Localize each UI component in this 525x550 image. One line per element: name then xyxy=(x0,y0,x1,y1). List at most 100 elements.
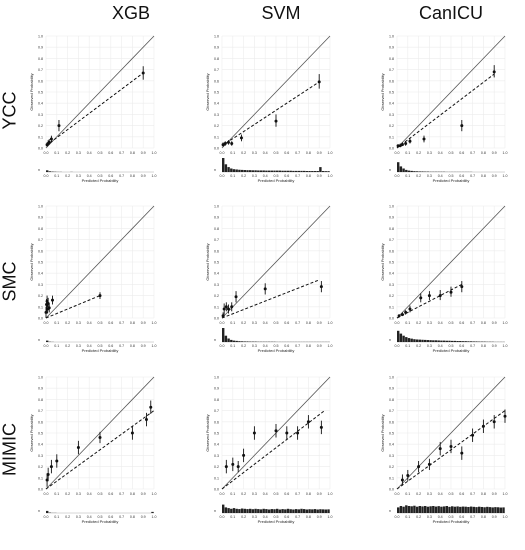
data-point xyxy=(306,420,310,424)
histogram-x-tick-label: 0.0 xyxy=(220,515,225,519)
histogram-bar xyxy=(289,509,292,513)
histogram-x-tick-label: 0.7 xyxy=(119,515,124,519)
histogram-bar xyxy=(243,508,246,513)
histogram-label: n xyxy=(38,338,40,342)
histogram-bar xyxy=(227,508,230,513)
histogram-bar xyxy=(321,509,325,513)
histogram-x-tick-label: 0.5 xyxy=(449,515,454,519)
histogram-bar xyxy=(407,170,411,172)
x-tick-label: 0.1 xyxy=(230,151,235,155)
x-tick-label: 1.0 xyxy=(328,151,333,155)
histogram-bar xyxy=(311,171,314,172)
histogram-bar xyxy=(224,164,228,172)
y-tick-label: 0.0 xyxy=(38,147,43,151)
histogram-x-tick-label: 0.5 xyxy=(274,344,279,348)
histogram-bar xyxy=(224,335,228,342)
fitted-calibration-line xyxy=(221,81,320,147)
histogram-bar xyxy=(426,506,430,513)
data-point xyxy=(274,429,278,433)
histogram-x-tick-label: 0.1 xyxy=(54,515,59,519)
y-axis-label: Observed Probability xyxy=(380,243,385,280)
x-tick-label: 0.7 xyxy=(119,321,124,325)
data-point xyxy=(224,305,228,309)
y-tick-label: 0.0 xyxy=(214,317,219,321)
x-tick-label: 0.4 xyxy=(263,492,268,496)
histogram-bar xyxy=(429,340,432,342)
x-tick-label: 0.6 xyxy=(108,321,113,325)
y-tick-label: 0.8 xyxy=(389,227,394,231)
histogram-bar xyxy=(259,170,263,172)
histogram-x-tick-label: 1.0 xyxy=(328,344,333,348)
histogram-label: n xyxy=(214,509,216,513)
y-tick-label: 0.2 xyxy=(214,124,219,128)
histogram-bar xyxy=(262,170,265,172)
histogram-bar xyxy=(286,508,290,513)
fitted-calibration-line xyxy=(396,73,495,149)
histogram-x-tick-label: 0.7 xyxy=(470,174,475,178)
histogram-x-tick-label: 1.0 xyxy=(328,515,333,519)
x-tick-label: 0.4 xyxy=(438,321,443,325)
y-tick-label: 0.1 xyxy=(389,476,394,480)
x-tick-label: 0.0 xyxy=(220,321,225,325)
data-point xyxy=(239,136,243,140)
histogram-bar xyxy=(243,341,246,342)
x-tick-label: 0.3 xyxy=(252,321,257,325)
histogram-x-tick-label: 0.1 xyxy=(54,174,59,178)
histogram-bar xyxy=(421,171,424,172)
data-point xyxy=(471,433,475,437)
x-tick-label: 1.0 xyxy=(152,492,157,496)
data-point xyxy=(481,424,485,428)
ideal-calibration-line xyxy=(396,205,506,319)
histogram-bar xyxy=(397,330,400,342)
histogram-bar xyxy=(418,171,421,172)
x-tick-label: 0.6 xyxy=(459,321,464,325)
histogram-bar xyxy=(421,506,424,513)
histogram-bar xyxy=(308,509,311,513)
histogram-bar xyxy=(407,338,411,342)
histogram-x-tick-label: 0.2 xyxy=(241,174,246,178)
x-tick-label: 0.8 xyxy=(130,151,135,155)
data-point xyxy=(224,465,228,469)
histogram-bar xyxy=(407,506,411,513)
y-tick-label: 0.2 xyxy=(389,465,394,469)
histogram-x-tick-label: 0.9 xyxy=(141,344,146,348)
x-tick-label: 0.1 xyxy=(230,321,235,325)
histogram-x-tick-label: 0.6 xyxy=(459,515,464,519)
data-point xyxy=(427,294,431,298)
x-tick-label: 1.0 xyxy=(503,492,508,496)
histogram-bar xyxy=(278,509,282,513)
histogram-x-tick-label: 0.5 xyxy=(449,344,454,348)
histogram-bar xyxy=(448,340,451,342)
y-tick-label: 0.4 xyxy=(38,272,43,276)
y-tick-label: 0.8 xyxy=(214,57,219,61)
x-tick-label: 0.3 xyxy=(427,321,432,325)
x-tick-label: 0.2 xyxy=(241,321,246,325)
y-tick-label: 0.8 xyxy=(38,398,43,402)
histogram-bar xyxy=(410,338,413,342)
histogram-bar xyxy=(273,170,276,172)
y-tick-label: 0.2 xyxy=(389,124,394,128)
histogram-x-tick-label: 0.8 xyxy=(481,515,486,519)
histogram-bar xyxy=(257,509,260,513)
histogram-bar xyxy=(327,509,330,513)
data-point xyxy=(141,71,145,75)
histogram-x-tick-label: 0.1 xyxy=(230,344,235,348)
x-tick-label: 0.2 xyxy=(65,321,70,325)
x-tick-label: 0.5 xyxy=(274,492,279,496)
y-axis-label: Observed Probability xyxy=(29,243,34,280)
histogram-x-tick-label: 0.4 xyxy=(87,174,92,178)
data-point xyxy=(130,431,134,435)
histogram-bar xyxy=(459,506,462,513)
y-axis-label: Observed Probability xyxy=(380,73,385,110)
x-tick-label: 0.7 xyxy=(295,321,300,325)
y-tick-label: 0.3 xyxy=(38,283,43,287)
histogram-bar xyxy=(305,171,309,172)
histogram-bar xyxy=(418,339,421,342)
x-tick-label: 0.5 xyxy=(98,492,103,496)
y-tick-label: 0.7 xyxy=(38,409,43,413)
y-tick-label: 0.3 xyxy=(38,113,43,117)
x-tick-label: 0.3 xyxy=(427,492,432,496)
histogram-x-tick-label: 0.8 xyxy=(306,515,311,519)
x-tick-label: 0.2 xyxy=(65,151,70,155)
